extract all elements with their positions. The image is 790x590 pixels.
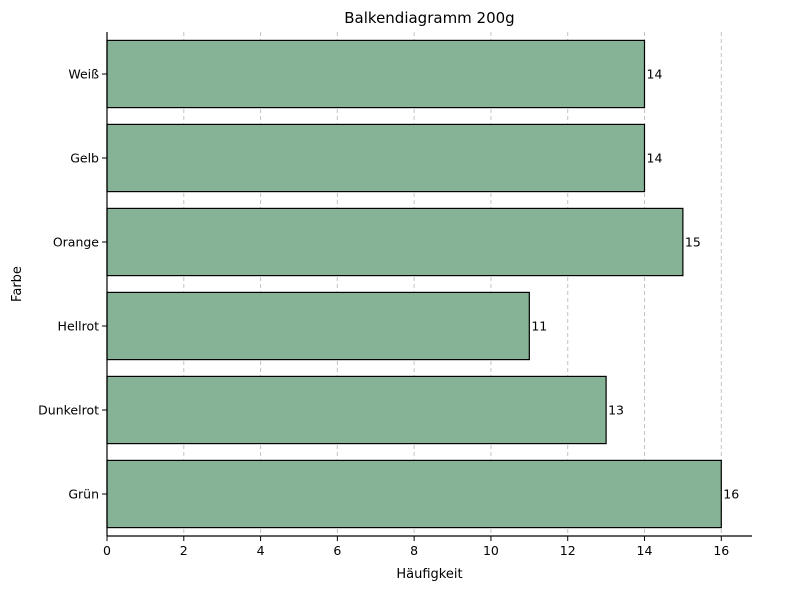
- grid-layer: [106, 32, 722, 536]
- x-tick-label: 12: [560, 543, 576, 558]
- x-tick-label: 10: [483, 543, 499, 558]
- y-tick-label: Hellrot: [58, 319, 100, 334]
- x-tick-label: 4: [257, 543, 265, 558]
- bar: [106, 39, 646, 109]
- x-tick-label: 8: [410, 543, 418, 558]
- x-tick-label: 0: [103, 543, 111, 558]
- data-label: 16: [723, 487, 739, 502]
- y-tick-label: Weiß: [68, 67, 99, 82]
- x-tick-label: 2: [180, 543, 188, 558]
- x-axis-label: Häufigkeit: [396, 567, 462, 582]
- bar: [106, 375, 607, 445]
- data-label: 15: [685, 235, 701, 250]
- y-tick-label: Gelb: [70, 151, 99, 166]
- x-tick-label: 6: [333, 543, 341, 558]
- x-tick-label: 16: [713, 543, 729, 558]
- y-tick-label: Dunkelrot: [38, 403, 99, 418]
- x-tick-label: 14: [637, 543, 653, 558]
- bar: [106, 207, 684, 277]
- chart-title: Balkendiagramm 200g: [344, 9, 514, 27]
- bar: [106, 123, 646, 193]
- y-tick-label: Grün: [68, 487, 99, 502]
- data-label: 11: [531, 319, 547, 334]
- axis-layer: Weiß Gelb Orange Hellrot Dunkelrot Grün 0 2 4 6 8 1…: [38, 32, 752, 558]
- data-label: 14: [647, 151, 663, 166]
- bar: [106, 291, 530, 361]
- y-axis-label: Farbe: [10, 266, 25, 302]
- y-tick-label: Orange: [53, 235, 99, 250]
- data-label: 14: [647, 67, 663, 82]
- bar-layer: 14 14 15 11 13 16: [106, 39, 739, 529]
- bar: [106, 459, 722, 529]
- data-label: 13: [608, 403, 624, 418]
